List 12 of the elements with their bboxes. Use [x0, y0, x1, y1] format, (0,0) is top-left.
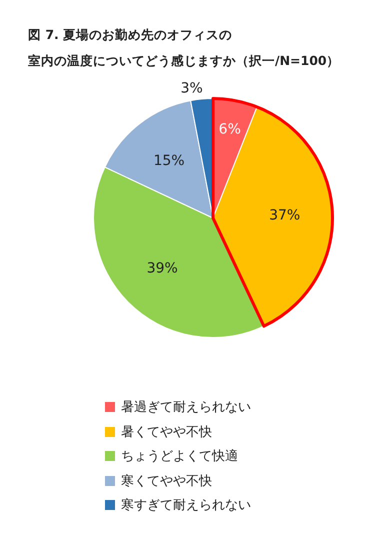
data-label: 3%	[180, 80, 203, 97]
chart-subtitle: 室内の温度についてどう感じますか（択一/N=100）	[28, 52, 340, 70]
data-label: 37%	[269, 207, 300, 224]
chart-title: 図 7. 夏場のお勤め先のオフィスの	[28, 26, 234, 44]
legend-label: 寒くてやや不快	[121, 472, 212, 490]
legend-label: ちょうどよくて快適	[121, 448, 238, 466]
data-label: 6%	[218, 122, 241, 138]
legend-label: 暑過ぎて耐えられない	[121, 399, 251, 416]
data-label: 15%	[153, 152, 185, 169]
data-label: 39%	[146, 260, 178, 276]
legend-label: 寒すぎて耐えられない	[121, 497, 251, 514]
legend-label: 暑くてやや不快	[121, 424, 212, 441]
